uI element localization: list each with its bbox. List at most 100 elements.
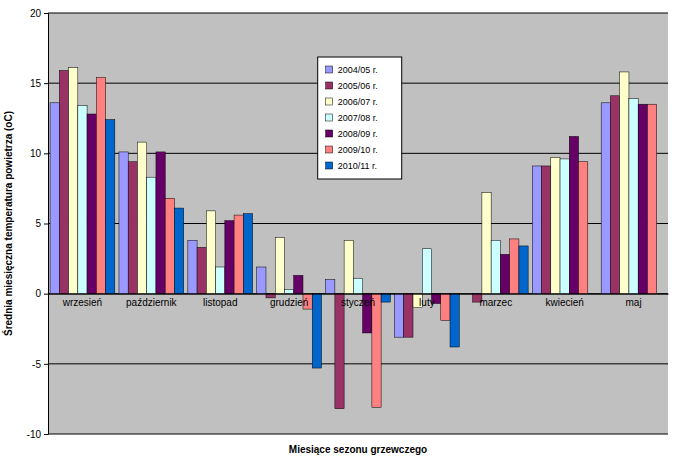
y-tick: -10 <box>27 429 48 440</box>
y-tick-label: -10 <box>27 429 42 440</box>
legend-item: 2006/07 r. <box>326 97 378 107</box>
y-axis-line <box>44 14 49 435</box>
bar <box>156 152 165 294</box>
bar <box>243 214 252 294</box>
bars <box>50 68 657 409</box>
legend-label: 2010/11 r. <box>338 161 377 171</box>
bar <box>510 239 519 294</box>
bar <box>450 294 459 347</box>
x-tick: maj <box>625 294 641 308</box>
bar <box>59 71 68 294</box>
bar <box>395 294 404 338</box>
series <box>59 71 619 409</box>
x-axis-line <box>49 294 669 295</box>
legend-swatch <box>326 146 333 153</box>
bar <box>188 240 197 293</box>
legend-item: 2007/08 r. <box>326 113 378 123</box>
bar <box>96 78 105 294</box>
bar <box>206 211 215 294</box>
x-tick-label: grudzień <box>270 297 308 308</box>
bar <box>441 294 450 321</box>
bar <box>257 267 266 294</box>
legend-swatch <box>326 66 333 73</box>
bar <box>294 275 303 293</box>
x-tick-label: styczeń <box>341 297 375 308</box>
x-tick-label: marzec <box>479 297 512 308</box>
legend-label: 2007/08 r. <box>338 113 378 123</box>
bar <box>542 166 551 294</box>
legend: 2004/05 r. 2005/06 r. 2006/07 r. 2007/08 r.… <box>318 57 402 179</box>
x-tick-label: luty <box>419 297 435 308</box>
x-tick: listopad <box>203 294 237 308</box>
y-tick-mark <box>44 13 48 14</box>
x-tick-label: kwiecień <box>545 297 583 308</box>
y-tick-label: 15 <box>30 78 42 89</box>
x-axis-title: Miesiące sezonu grzewczego <box>289 444 427 455</box>
legend-swatch <box>326 130 333 137</box>
bar <box>491 240 500 293</box>
bar <box>275 238 284 294</box>
legend-swatch <box>326 114 333 121</box>
legend-item: 2010/11 r. <box>326 161 377 171</box>
legend-item: 2008/09 r. <box>326 129 378 139</box>
bar <box>284 289 293 293</box>
bar <box>353 278 362 293</box>
bar <box>234 215 243 294</box>
legend-label: 2006/07 r. <box>338 97 378 107</box>
y-tick-mark <box>44 83 48 84</box>
legend-box <box>318 57 402 179</box>
x-tick: wrzesień <box>62 294 102 308</box>
legend-label: 2008/09 r. <box>338 129 378 139</box>
legend-label: 2009/10 r. <box>338 145 378 155</box>
bar <box>69 68 78 294</box>
x-tick: kwiecień <box>545 294 583 308</box>
bar <box>638 104 647 293</box>
legend-label: 2005/06 r. <box>338 81 378 91</box>
chart: -10-505101520wrzesieńpaździerniklistopad… <box>0 0 677 458</box>
bar <box>422 249 431 294</box>
bar <box>620 72 629 294</box>
plot: -10-505101520wrzesieńpaździerniklistopad… <box>27 8 669 440</box>
x-tick-label: listopad <box>203 297 237 308</box>
legend-swatch <box>326 162 333 169</box>
bar <box>372 294 381 408</box>
grid-line <box>48 13 668 14</box>
bar <box>647 104 656 293</box>
y-tick-mark <box>44 224 48 225</box>
x-tick: styczeń <box>341 294 375 308</box>
y-tick-mark <box>44 434 48 435</box>
bar <box>629 99 638 294</box>
bar <box>579 162 588 294</box>
bar <box>50 103 59 294</box>
x-tick-label: październik <box>126 297 178 308</box>
y-tick-mark <box>44 364 48 365</box>
bar <box>326 280 335 294</box>
bar <box>335 294 344 409</box>
grid-line <box>48 363 668 364</box>
bar <box>119 152 128 294</box>
bar <box>381 294 390 302</box>
legend-item: 2009/10 r. <box>326 145 378 155</box>
bar <box>482 193 491 294</box>
x-tick: grudzień <box>270 294 308 308</box>
bar <box>78 106 87 294</box>
bar <box>560 159 569 294</box>
bar <box>404 294 413 338</box>
y-axis-title: Średnia miesięczna temperatura powietrza… <box>2 111 14 336</box>
x-tick: marzec <box>479 294 512 308</box>
legend-item: 2004/05 r. <box>326 65 378 75</box>
y-tick-label: 0 <box>35 288 41 299</box>
bar <box>610 96 619 294</box>
grid-line <box>48 434 668 435</box>
bar <box>569 136 578 293</box>
bar <box>216 267 225 294</box>
y-tick-label: -5 <box>32 359 41 370</box>
y-tick: -5 <box>32 359 48 370</box>
plot-background <box>48 13 668 434</box>
legend-item: 2005/06 r. <box>326 81 378 91</box>
bar <box>137 142 146 294</box>
legend-swatch <box>326 82 333 89</box>
y-tick-label: 20 <box>30 8 42 19</box>
y-tick: 0 <box>35 288 48 299</box>
bar <box>87 114 96 294</box>
